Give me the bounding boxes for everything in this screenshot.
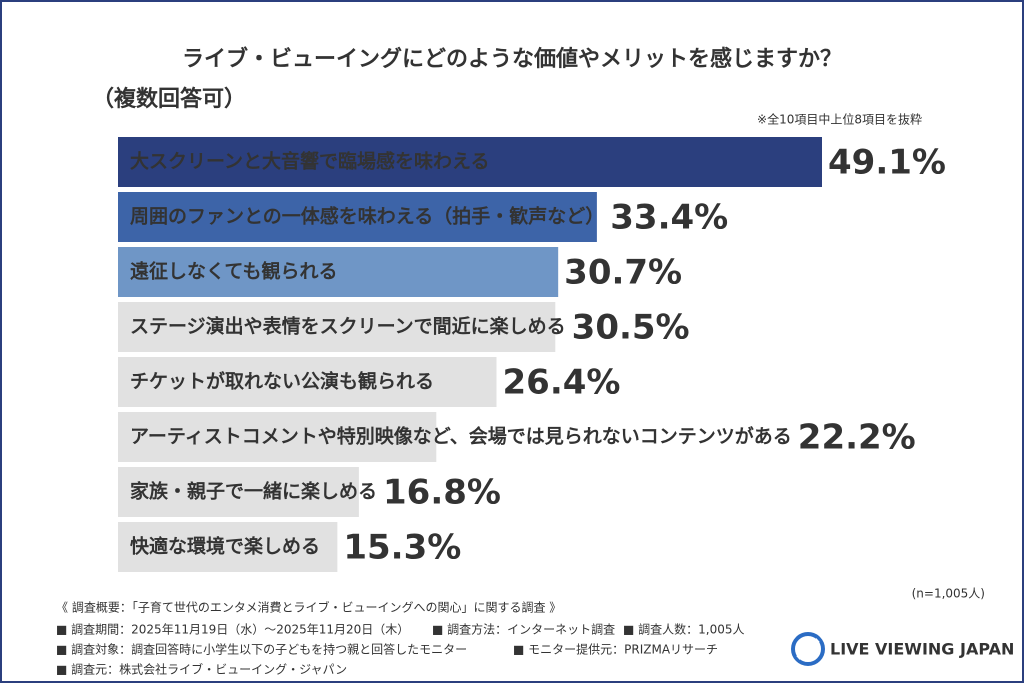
- survey-item: ■ モニター提供元：PRIZMAリサーチ: [513, 642, 718, 657]
- logo: LIVE VIEWING JAPAN: [791, 632, 1014, 666]
- chart-title: ライブ・ビューイングにどのような価値やメリットを感じますか？: [182, 46, 842, 72]
- bar: [118, 412, 437, 462]
- category-label: 家族・親子で一緒に楽しめる: [130, 480, 377, 503]
- category-label: チケットが取れない公演も観られる: [130, 370, 434, 393]
- bar: [118, 522, 338, 572]
- value-label: 30.5%: [572, 308, 690, 348]
- logo-icon-slash: [796, 638, 820, 660]
- bar: [118, 467, 359, 517]
- value-label: 22.2%: [798, 418, 916, 458]
- bar: [118, 302, 556, 352]
- survey-item: ■ 調査元：株式会社ライブ・ビューイング・ジャパン: [56, 662, 347, 677]
- chart-subtitle: （複数回答可）: [92, 86, 246, 112]
- survey-item: ■ 調査期間：2025年11月19日（水）〜2025年11月20日（木）: [56, 623, 409, 637]
- bar: [118, 137, 822, 187]
- category-label: 大スクリーンと大音響で臨場感を味わえる: [130, 150, 489, 173]
- logo-text: LIVE VIEWING JAPAN: [830, 640, 1014, 659]
- survey-item: ■ 調査人数：1,005人: [623, 622, 745, 637]
- category-label: アーティストコメントや特別映像など、会場では見られないコンテンツがある: [130, 425, 792, 448]
- bar: [118, 192, 597, 242]
- sample-size: (n=1,005人): [912, 587, 985, 601]
- value-label: 16.8%: [383, 473, 501, 513]
- value-label: 33.4%: [610, 198, 728, 238]
- logo-icon: [791, 632, 825, 666]
- category-label: 快適な環境で楽しめる: [130, 535, 320, 558]
- value-label: 30.7%: [564, 253, 682, 293]
- survey-item: ■ 調査方法：インターネット調査: [432, 622, 615, 637]
- category-label: 周囲のファンとの一体感を味わえる（拍手・歓声など）: [130, 205, 604, 228]
- bar: [118, 247, 559, 297]
- note: ※全10項目中上位8項目を抜粋: [757, 112, 922, 127]
- value-label: 15.3%: [343, 528, 461, 568]
- category-label: 遠征しなくても観られる: [130, 260, 337, 283]
- bar: [118, 357, 497, 407]
- value-label: 49.1%: [828, 143, 946, 183]
- survey-item: ■ 調査対象：調査回答時に小学生以下の子どもを持つ親と回答したモニター: [56, 642, 467, 657]
- value-label: 26.4%: [503, 363, 621, 403]
- category-label: ステージ演出や表情をスクリーンで間近に楽しめる: [130, 315, 566, 338]
- survey-heading: 《 調査概要：「子育て世代のエンタメ消費とライブ・ビューイングへの関心」に関する…: [56, 600, 561, 615]
